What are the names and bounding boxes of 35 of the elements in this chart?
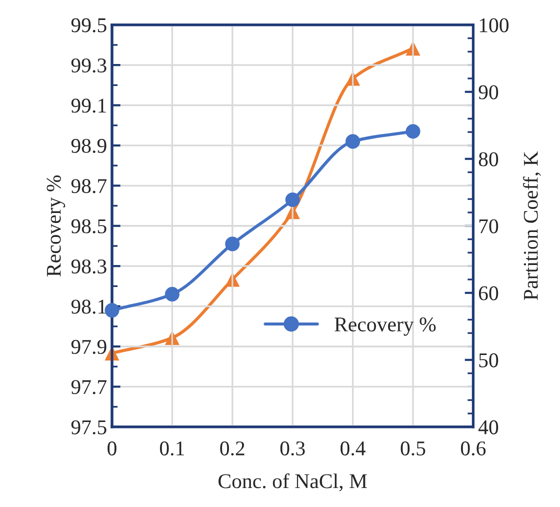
y-axis-title: Recovery % bbox=[46, 175, 66, 276]
point bbox=[285, 192, 300, 208]
y-tick-label: 98.7 bbox=[71, 179, 107, 194]
y-tick-label: 99.5 bbox=[71, 18, 106, 32]
y-tick-label: 99.3 bbox=[71, 58, 106, 73]
y2-tick-label: 100 bbox=[480, 18, 509, 32]
y-tick-label: 98.1 bbox=[71, 300, 106, 314]
y2-axis-title: Partition Coeff, K bbox=[522, 151, 541, 300]
y-tick-label: 98.5 bbox=[71, 219, 106, 234]
y2-tick-label: 70 bbox=[479, 219, 498, 234]
y2-tick-label: 40 bbox=[478, 420, 498, 434]
x-tick-label: 0.4 bbox=[340, 441, 366, 456]
x-tick-label: 0.6 bbox=[460, 441, 486, 456]
point bbox=[104, 303, 120, 318]
x-tick-label: 0.5 bbox=[400, 441, 426, 456]
y2-tick-label: 80 bbox=[478, 152, 498, 166]
y-tick-label: 99.1 bbox=[71, 98, 106, 113]
y-tick-label: 97.7 bbox=[71, 380, 107, 394]
point bbox=[406, 124, 420, 139]
x-tick-label: 0.3 bbox=[280, 441, 305, 456]
point bbox=[346, 134, 360, 149]
x-tick-label: 0.2 bbox=[220, 441, 244, 456]
x-tick-label: 0 bbox=[108, 441, 116, 456]
y-tick-label: 98.9 bbox=[71, 138, 106, 153]
y2-tick-label: 90 bbox=[478, 85, 498, 100]
y-tick-label: 97.9 bbox=[71, 340, 106, 354]
x-tick-label: 0.1 bbox=[160, 441, 184, 456]
y2-tick-label: 50 bbox=[479, 353, 498, 368]
x-axis-title: Conc. of NaCl, M bbox=[218, 473, 367, 492]
y-tick-label: 98.3 bbox=[71, 259, 106, 274]
y-tick-label: 97.5 bbox=[71, 420, 106, 434]
point bbox=[164, 286, 180, 302]
legend-label: Recovery % bbox=[334, 317, 436, 336]
point bbox=[225, 236, 240, 252]
y2-tick-label: 60 bbox=[478, 286, 498, 300]
